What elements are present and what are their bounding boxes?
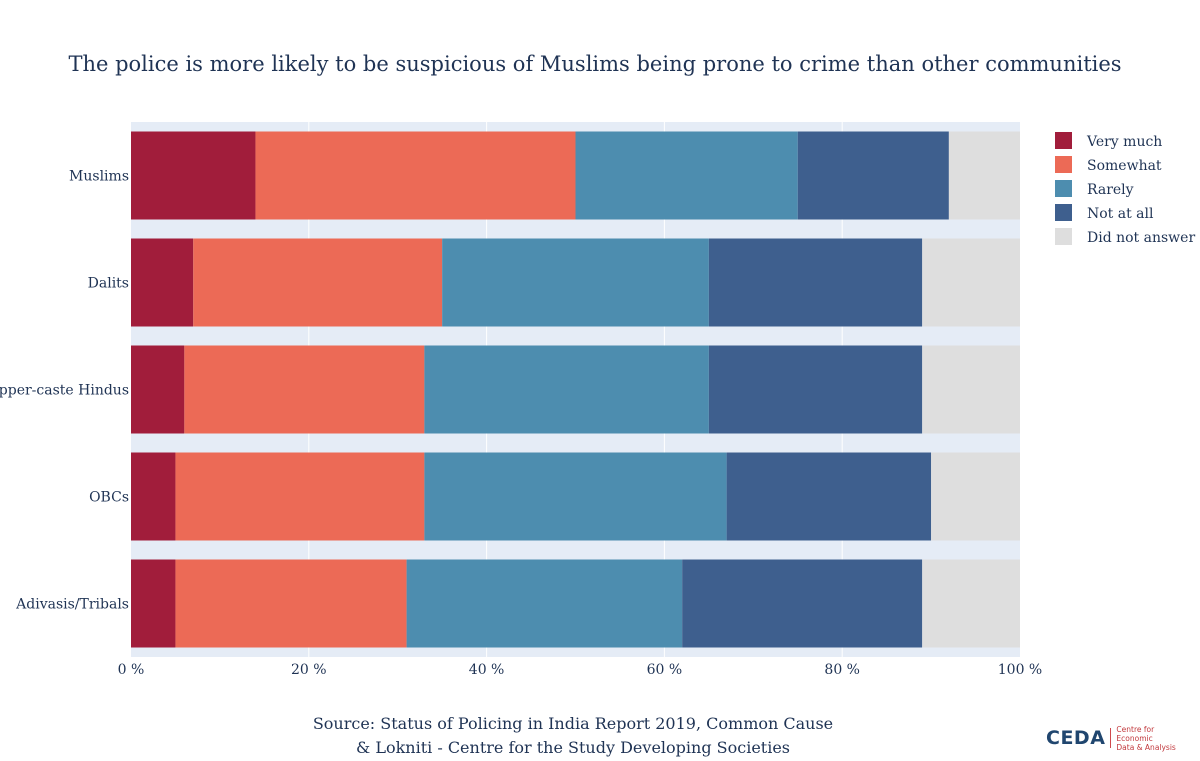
bars	[131, 131, 1020, 648]
y-label-upper-caste-hindus: Upper-caste Hindus	[0, 383, 129, 399]
legend-swatch-rarely	[1055, 180, 1072, 197]
bar-adivasis-tribals-very-much	[131, 559, 176, 648]
x-tick-0: 0 %	[118, 662, 145, 678]
bar-obcs-did-not-answer	[931, 452, 1020, 541]
bar-upper-caste-hindus-rarely	[424, 345, 709, 434]
logo-divider	[1110, 728, 1112, 748]
logo-tagline-line-1: Centre for Economic	[1116, 724, 1155, 743]
y-label-adivasis-tribals: Adivasis/Tribals	[15, 597, 129, 613]
bar-muslims-very-much	[131, 131, 256, 220]
bar-dalits-rarely	[442, 238, 709, 327]
logo-tagline: Centre for Economic Data & Analysis	[1116, 725, 1191, 752]
bar-upper-caste-hindus-not-at-all	[708, 345, 923, 434]
legend-swatch-did-not-answer	[1055, 228, 1072, 245]
bar-upper-caste-hindus-did-not-answer	[922, 345, 1020, 434]
bar-obcs-somewhat	[175, 452, 425, 541]
legend-swatch-very-much	[1055, 132, 1072, 149]
x-axis-ticks: 0 % 20 % 40 % 60 % 80 % 100 %	[118, 662, 1043, 678]
legend-label-not-at-all: Not at all	[1087, 206, 1154, 222]
bar-dalits-very-much	[131, 238, 194, 327]
x-tick-100: 100 %	[998, 662, 1042, 678]
bar-muslims-did-not-answer	[948, 131, 1020, 220]
source-note: Source: Status of Policing in India Repo…	[0, 712, 1146, 760]
y-label-muslims: Muslims	[69, 169, 129, 185]
source-line-2: & Lokniti - Centre for the Study Develop…	[355, 738, 791, 757]
legend-label-somewhat: Somewhat	[1087, 158, 1162, 174]
x-tick-20: 20 %	[291, 662, 327, 678]
bar-obcs-not-at-all	[726, 452, 932, 541]
y-label-obcs: OBCs	[89, 490, 129, 506]
bar-upper-caste-hindus-very-much	[131, 345, 185, 434]
source-line-1: Source: Status of Policing in India Repo…	[312, 714, 834, 733]
bar-dalits-not-at-all	[708, 238, 923, 327]
legend-swatch-not-at-all	[1055, 204, 1072, 221]
bar-adivasis-tribals-not-at-all	[682, 559, 923, 648]
bar-obcs-rarely	[424, 452, 727, 541]
bar-adivasis-tribals-did-not-answer	[922, 559, 1020, 648]
bar-dalits-did-not-answer	[922, 238, 1020, 327]
legend-label-rarely: Rarely	[1087, 182, 1134, 198]
chart-title: The police is more likely to be suspicio…	[68, 52, 1122, 76]
bar-muslims-somewhat	[255, 131, 576, 220]
x-tick-80: 80 %	[824, 662, 860, 678]
bar-adivasis-tribals-rarely	[406, 559, 683, 648]
bar-muslims-not-at-all	[797, 131, 949, 220]
bar-muslims-rarely	[575, 131, 798, 220]
stacked-bar-chart: Muslims Dalits Upper-caste Hindus OBCs Adiva…	[0, 122, 1195, 678]
bar-adivasis-tribals-somewhat	[175, 559, 407, 648]
legend-label-very-much: Very much	[1086, 134, 1162, 150]
y-label-dalits: Dalits	[88, 276, 129, 292]
legend-label-did-not-answer: Did not answer	[1087, 230, 1195, 246]
ceda-logo: CEDA Centre for Economic Data & Analysis	[1046, 725, 1191, 752]
logo-tagline-line-2: Data & Analysis	[1116, 742, 1176, 752]
x-tick-60: 60 %	[647, 662, 683, 678]
bar-upper-caste-hindus-somewhat	[184, 345, 425, 434]
legend-swatch-somewhat	[1055, 156, 1072, 173]
y-axis-labels: Muslims Dalits Upper-caste Hindus OBCs Adiva…	[0, 169, 129, 613]
legend: Very much Somewhat Rarely Not at all Did not…	[1055, 132, 1195, 246]
bar-obcs-very-much	[131, 452, 176, 541]
x-tick-40: 40 %	[469, 662, 505, 678]
bar-dalits-somewhat	[193, 238, 443, 327]
logo-wordmark: CEDA	[1046, 727, 1106, 749]
